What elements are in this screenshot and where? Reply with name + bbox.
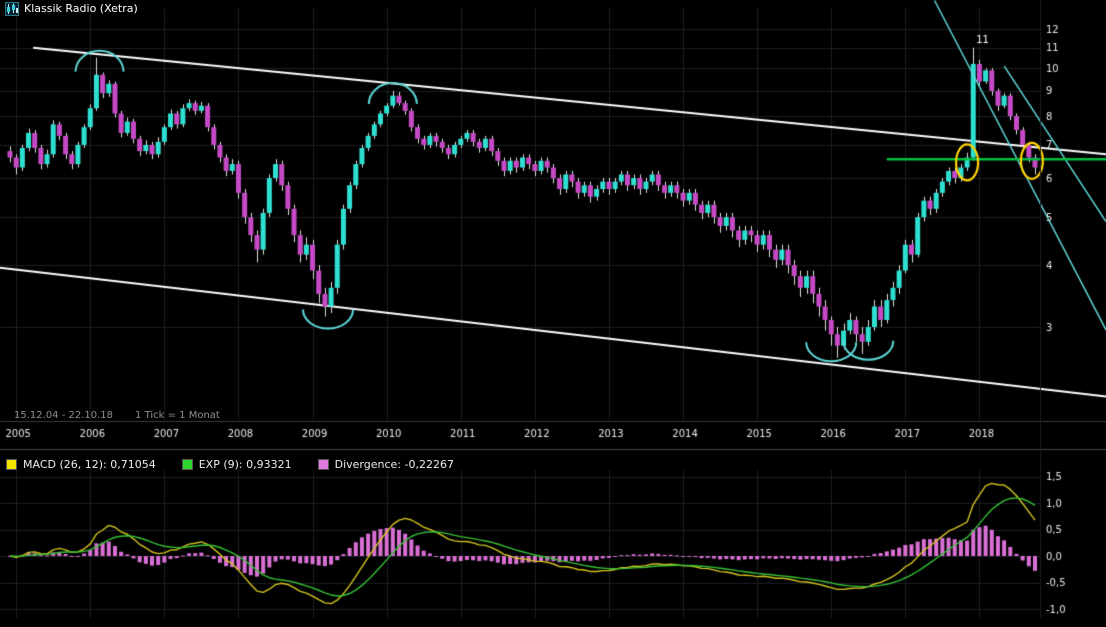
legend-item-divergence[interactable]: Divergence: -0,22267: [317, 458, 454, 471]
exp-label: EXP (9): 0,93321: [198, 458, 292, 471]
legend-item-macd[interactable]: MACD (26, 12): 0,71054: [6, 458, 156, 471]
candlestick-chart-icon: [5, 2, 19, 16]
divergence-label: Divergence: -0,22267: [334, 458, 454, 471]
tick-interval-label: 1 Tick = 1 Monat: [135, 410, 220, 421]
date-range-label: 15.12.04 - 22.10.18: [14, 410, 114, 421]
macd-color-swatch: [6, 459, 17, 470]
chart-info-line: 15.12.04 - 22.10.18 1 Tick = 1 Monat: [14, 410, 220, 421]
exp-color-swatch: [181, 459, 193, 470]
divergence-color-swatch: [317, 459, 329, 470]
macd-legend: MACD (26, 12): 0,71054 EXP (9): 0,93321 …: [6, 458, 454, 471]
chart-title-bar: Klassik Radio (Xetra): [5, 2, 138, 16]
macd-label: MACD (26, 12): 0,71054: [23, 458, 156, 471]
legend-item-exp[interactable]: EXP (9): 0,93321: [181, 458, 292, 471]
chart-title: Klassik Radio (Xetra): [24, 2, 138, 15]
